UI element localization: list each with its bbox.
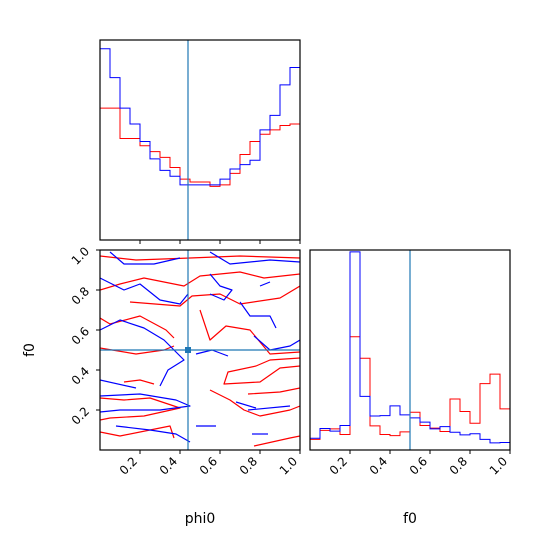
red-contour-line <box>100 255 300 261</box>
blue-contour-line <box>100 393 191 413</box>
f0-histogram-panel: 0.2 0.4 0.6 0.8 1.0 <box>309 249 511 478</box>
blue-contour-line <box>253 335 300 351</box>
red-contour-line <box>129 285 300 307</box>
blue-contour-line <box>259 281 271 287</box>
y-axis-label-f0: f0 <box>22 343 38 357</box>
red-contour-line <box>199 309 300 355</box>
f0-xtick-label: 0.6 <box>407 454 430 477</box>
red-contour-line <box>247 387 300 395</box>
red-contour-line <box>123 379 155 385</box>
phi0-histogram-panel <box>99 39 301 244</box>
f0-ytick-label: 0.2 <box>69 404 92 427</box>
blue-contour-line <box>100 379 137 389</box>
x-axis-label-f0: f0 <box>403 511 417 527</box>
blue-contour-line <box>100 277 189 305</box>
red-contour-line <box>209 389 300 417</box>
blue-contour-line <box>247 405 291 411</box>
blue-contour-line <box>100 319 185 387</box>
red-contour-line <box>100 315 175 339</box>
phi0-xtick-label: 0.4 <box>157 454 180 477</box>
f0-xtick-label: 0.8 <box>447 454 470 477</box>
phi0-xtick-label: 0.8 <box>237 454 260 477</box>
phi0-xtick-label: 1.0 <box>277 454 300 477</box>
phi0-xtick-label: 0.2 <box>117 454 140 477</box>
f0-ytick-label: 1.0 <box>69 244 92 267</box>
blue-contour-line <box>195 349 229 357</box>
blue-contour-line <box>239 301 277 329</box>
phi0-xtick-label: 0.6 <box>197 454 220 477</box>
f0-xtick-label: 0.2 <box>327 454 350 477</box>
phi0-f0-contour-panel: 0.2 0.4 0.6 0.8 1.0 0.2 0.4 0.6 0.8 1.0 <box>69 244 301 478</box>
phi0-blue-histogram-line <box>99 48 301 240</box>
blue-contour-line <box>235 401 257 409</box>
red-contour-line <box>100 271 300 291</box>
truth-marker <box>185 347 191 353</box>
blue-contour-line <box>115 425 191 443</box>
f0-xtick-label: 1.0 <box>487 454 510 477</box>
red-contour-line <box>253 435 300 447</box>
f0-ytick-label: 0.4 <box>69 364 92 387</box>
red-contour-line <box>100 397 181 421</box>
f0-histogram-frame <box>309 249 511 451</box>
phi0-histogram-frame <box>99 39 301 241</box>
f0-ytick-label: 0.6 <box>69 324 92 347</box>
contour-lines <box>100 251 300 447</box>
red-contour-line <box>100 345 175 355</box>
f0-ytick-label: 0.8 <box>69 284 92 307</box>
blue-contour-line <box>209 251 300 265</box>
x-axis-label-phi0: phi0 <box>185 511 216 527</box>
red-contour-line <box>223 357 300 385</box>
blue-contour-line <box>209 273 233 301</box>
contour-panel-frame <box>99 249 301 451</box>
blue-contour-line <box>109 251 181 265</box>
f0-xtick-label: 0.4 <box>367 454 390 477</box>
